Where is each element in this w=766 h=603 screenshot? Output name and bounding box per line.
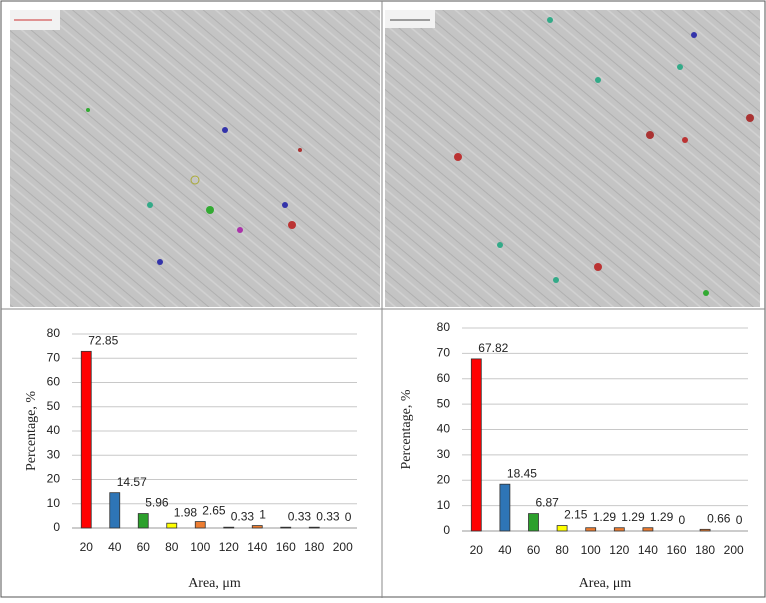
bar [309,527,319,528]
micrograph-left [10,10,380,307]
x-tick-label: 60 [527,543,541,557]
bar [500,484,510,531]
y-tick-label: 50 [47,399,61,413]
x-tick-label: 40 [108,540,122,554]
x-axis-title: Area, μm [188,576,241,591]
data-label: 0 [345,510,352,524]
y-tick-label: 20 [47,472,61,486]
bar [252,526,262,528]
x-tick-label: 80 [165,540,179,554]
y-tick-label: 70 [47,350,61,364]
y-tick-label: 60 [437,371,451,385]
y-tick-label: 80 [47,326,61,340]
y-tick-label: 70 [437,346,451,360]
y-tick-label: 50 [437,396,451,410]
x-tick-label: 160 [666,543,686,557]
y-tick-label: 80 [437,320,451,334]
data-label: 2.15 [564,508,588,522]
bar [195,522,205,528]
y-tick-label: 40 [47,423,61,437]
data-label: 6.87 [536,496,560,510]
x-tick-label: 140 [247,540,267,554]
y-tick-label: 30 [437,447,451,461]
bar [281,527,291,528]
y-tick-label: 40 [437,422,451,436]
x-tick-label: 180 [695,543,715,557]
data-label: 72.85 [88,334,118,348]
x-tick-label: 160 [276,540,296,554]
x-tick-label: 60 [137,540,151,554]
data-label: 14.57 [117,475,147,489]
bar [700,529,710,531]
bar [471,359,481,531]
y-axis-title: Percentage, % [24,391,39,471]
x-tick-label: 100 [581,543,601,557]
data-label: 5.96 [145,496,169,510]
data-label: 0.66 [707,511,731,525]
bar [224,527,234,528]
bar [138,514,148,528]
data-label: 1.29 [650,510,674,524]
x-tick-label: 200 [333,540,353,554]
data-label: 1.98 [174,505,198,519]
y-tick-label: 20 [437,472,451,486]
data-label: 1.29 [621,510,645,524]
figure: 0102030405060708072.852014.57405.96601.9… [0,0,766,598]
x-tick-label: 20 [470,543,484,557]
y-tick-label: 30 [47,447,61,461]
data-label: 1 [259,508,266,522]
x-tick-label: 100 [190,540,210,554]
x-tick-label: 20 [80,540,94,554]
bar [614,528,624,531]
bar [167,523,177,528]
data-label: 0.33 [316,509,340,523]
x-tick-label: 120 [609,543,629,557]
bar [643,528,653,531]
bar [81,351,91,528]
micrograph-right [385,10,760,307]
data-label: 67.82 [478,341,508,355]
x-tick-label: 180 [304,540,324,554]
data-label: 0.33 [231,509,255,523]
y-tick-label: 10 [437,498,451,512]
x-axis-title: Area, μm [579,576,632,591]
data-label: 0 [679,513,686,527]
data-label: 1.29 [593,510,617,524]
bar [557,526,567,531]
y-tick-label: 60 [47,375,61,389]
x-tick-label: 80 [555,543,569,557]
data-label: 0 [736,513,743,527]
x-tick-label: 120 [219,540,239,554]
x-tick-label: 140 [638,543,658,557]
bar [586,528,596,531]
y-tick-label: 0 [443,523,450,537]
bar [529,514,539,531]
bar [110,493,120,528]
y-tick-label: 10 [47,496,61,510]
y-axis-title: Percentage, % [399,389,414,469]
y-tick-label: 0 [53,520,60,534]
data-label: 18.45 [507,466,537,480]
x-tick-label: 200 [724,543,744,557]
x-tick-label: 40 [498,543,512,557]
data-label: 2.65 [202,504,226,518]
data-label: 0.33 [288,509,312,523]
